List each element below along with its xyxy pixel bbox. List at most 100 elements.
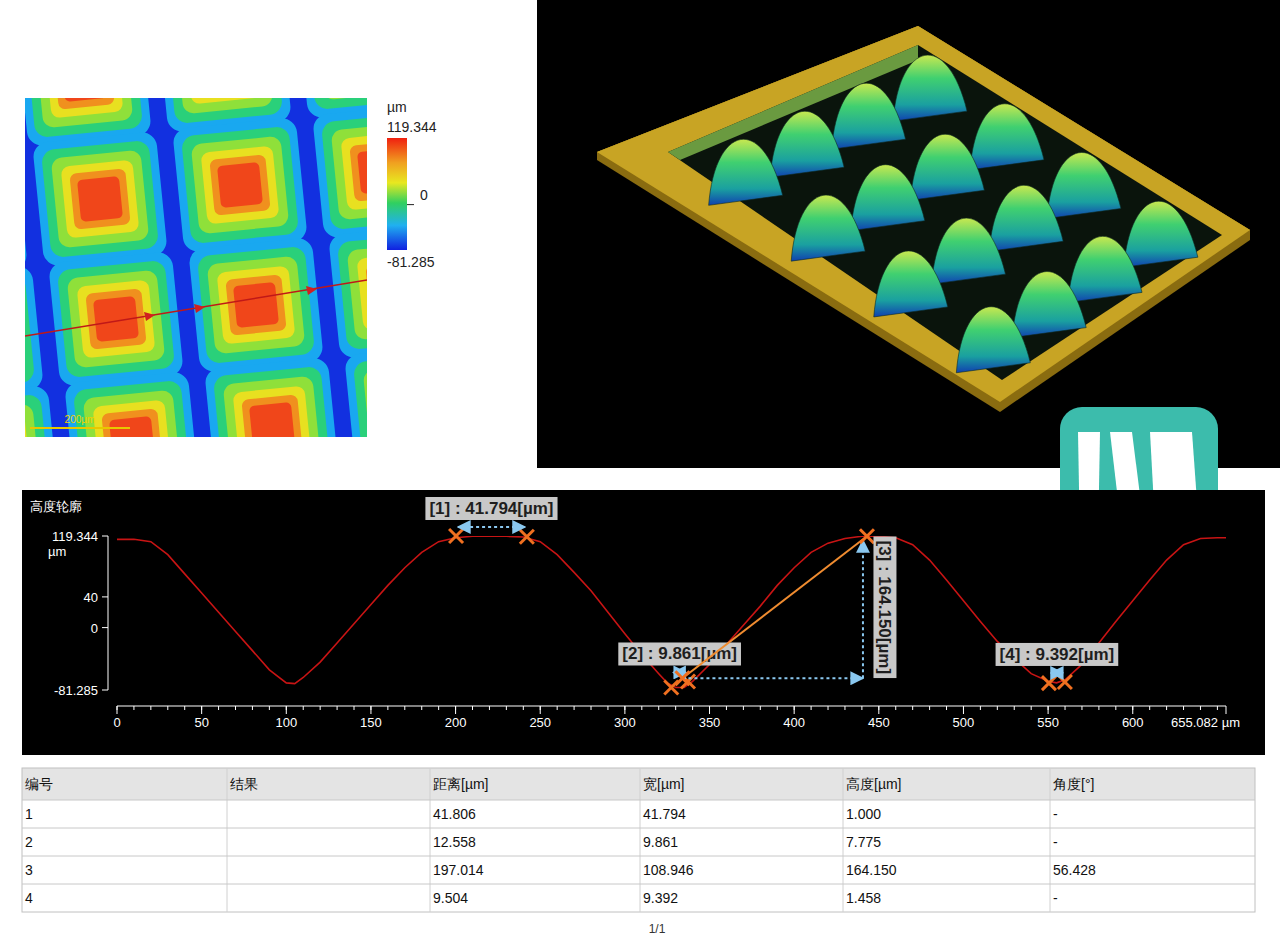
view3d-hump bbox=[970, 104, 1044, 170]
x-minor-tick bbox=[980, 706, 981, 710]
heatmap-cell bbox=[225, 274, 286, 335]
table-cell: 1 bbox=[25, 806, 33, 822]
heatmap-cell bbox=[241, 394, 302, 437]
x-minor-tick bbox=[404, 706, 405, 710]
x-tick-label: 150 bbox=[360, 715, 382, 730]
measure-point bbox=[449, 529, 463, 543]
colorbar-unit: µm bbox=[387, 99, 407, 115]
view3d-hump bbox=[893, 55, 967, 121]
heatmap-cell bbox=[233, 386, 312, 437]
x-minor-tick bbox=[844, 706, 845, 710]
heatmap-cell bbox=[109, 416, 155, 437]
heatmap-cell bbox=[32, 131, 168, 267]
x-tick bbox=[370, 706, 371, 714]
view3d-hump bbox=[1012, 272, 1086, 338]
x-minor-tick bbox=[150, 706, 151, 710]
x-tick bbox=[117, 706, 118, 714]
heatmap-cell bbox=[181, 126, 299, 244]
chart-panel bbox=[22, 490, 1265, 755]
measure-dim-line bbox=[1051, 672, 1063, 674]
heatmap-cell bbox=[61, 160, 140, 239]
measure-dim-line bbox=[862, 540, 864, 678]
x-tick-label: 600 bbox=[1122, 715, 1144, 730]
heatmap-cell bbox=[213, 366, 331, 437]
measure-point bbox=[1058, 675, 1072, 689]
y-tick bbox=[102, 596, 108, 597]
heatmap-cell bbox=[363, 362, 367, 437]
x-minor-tick bbox=[133, 706, 134, 710]
y-tick-label: -81.285 bbox=[54, 683, 98, 698]
scale-bar-label: 200µm bbox=[65, 414, 96, 425]
view3d-frame-top bbox=[597, 26, 1250, 402]
heatmap-cell bbox=[365, 260, 367, 321]
x-tick-label: 0 bbox=[113, 715, 120, 730]
heatmap-cell bbox=[175, 98, 273, 114]
x-minor-tick bbox=[861, 706, 862, 710]
heatmap-cell bbox=[353, 352, 367, 437]
heatmap-cell bbox=[69, 168, 130, 229]
view3d-hump bbox=[791, 195, 865, 261]
x-minor-tick bbox=[506, 706, 507, 710]
measure-line bbox=[682, 536, 867, 678]
table-row-line bbox=[22, 828, 1255, 829]
x-tick-label: 550 bbox=[1037, 715, 1059, 730]
x-minor-tick bbox=[472, 706, 473, 710]
x-minor-tick bbox=[354, 706, 355, 710]
x-minor-tick bbox=[658, 706, 659, 710]
view3d-hump bbox=[1068, 236, 1142, 302]
heatmap-cell bbox=[312, 103, 367, 239]
x-minor-tick bbox=[692, 706, 693, 710]
x-minor-tick bbox=[929, 706, 930, 710]
measure-point bbox=[860, 529, 874, 543]
table-cell: 41.806 bbox=[433, 806, 476, 822]
x-minor-tick bbox=[1098, 706, 1099, 710]
measure-point-stroke bbox=[1058, 675, 1072, 689]
measure-label-text: [4] : 9.392[µm] bbox=[1000, 645, 1115, 664]
x-minor-tick bbox=[828, 706, 829, 710]
x-tick-label: 500 bbox=[953, 715, 975, 730]
x-minor-tick bbox=[811, 706, 812, 710]
measure-point bbox=[1042, 676, 1056, 690]
colorbar bbox=[387, 138, 407, 250]
x-minor-tick bbox=[946, 706, 947, 710]
heatmap-cell bbox=[217, 266, 296, 345]
scale-bar bbox=[30, 427, 130, 429]
x-minor-tick bbox=[591, 706, 592, 710]
heatmap-cell bbox=[41, 140, 159, 258]
measure-point-stroke bbox=[675, 671, 689, 685]
table-cell: 1.458 bbox=[846, 890, 881, 906]
x-minor-tick bbox=[641, 706, 642, 710]
x-minor-tick bbox=[912, 706, 913, 710]
x-minor-tick bbox=[1115, 706, 1116, 710]
y-tick-label: 40 bbox=[84, 590, 98, 605]
measure-point-stroke bbox=[520, 530, 534, 544]
measure-dim-line bbox=[458, 526, 525, 528]
x-tick bbox=[540, 706, 541, 714]
view3d-hump bbox=[851, 165, 925, 231]
page-number: 1/1 bbox=[649, 922, 666, 936]
table-cell: 9.392 bbox=[643, 890, 678, 906]
x-tick bbox=[455, 706, 456, 714]
heatmap-cell bbox=[25, 394, 51, 437]
x-tick-label: 200 bbox=[445, 715, 467, 730]
x-minor-tick bbox=[675, 706, 676, 710]
x-minor-tick bbox=[218, 706, 219, 710]
measure-label: [1] : 41.794[µm] bbox=[425, 497, 557, 520]
measure-label-box bbox=[618, 642, 741, 665]
profile-path-arrow bbox=[144, 312, 155, 321]
heatmap-cell bbox=[77, 280, 156, 359]
x-tick bbox=[709, 706, 710, 714]
heatmap-cell bbox=[328, 223, 367, 359]
heatmap-cell bbox=[341, 132, 367, 211]
heatmap-cell bbox=[223, 376, 321, 437]
x-minor-tick bbox=[184, 706, 185, 710]
table-cell: 164.150 bbox=[846, 862, 897, 878]
profile-line bbox=[117, 536, 1226, 687]
y-axis bbox=[108, 536, 109, 690]
x-minor-tick bbox=[760, 706, 761, 710]
heatmap-cell bbox=[25, 274, 35, 392]
table-header: 编号 bbox=[25, 776, 53, 792]
table-cell: 1.000 bbox=[846, 806, 881, 822]
x-tick-label: 100 bbox=[275, 715, 297, 730]
measure-point-stroke bbox=[520, 530, 534, 544]
